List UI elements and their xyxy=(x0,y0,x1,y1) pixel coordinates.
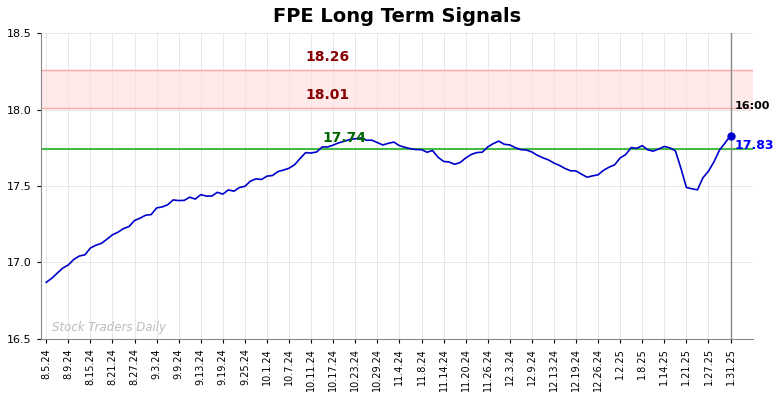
Text: Stock Traders Daily: Stock Traders Daily xyxy=(52,321,165,334)
Bar xyxy=(41,70,753,108)
Text: 18.26: 18.26 xyxy=(306,50,350,64)
Text: 16:00: 16:00 xyxy=(735,101,771,111)
Text: 17.74: 17.74 xyxy=(322,131,366,145)
Title: FPE Long Term Signals: FPE Long Term Signals xyxy=(273,7,521,26)
Text: 18.01: 18.01 xyxy=(306,88,350,102)
Text: 17.83: 17.83 xyxy=(735,139,775,152)
